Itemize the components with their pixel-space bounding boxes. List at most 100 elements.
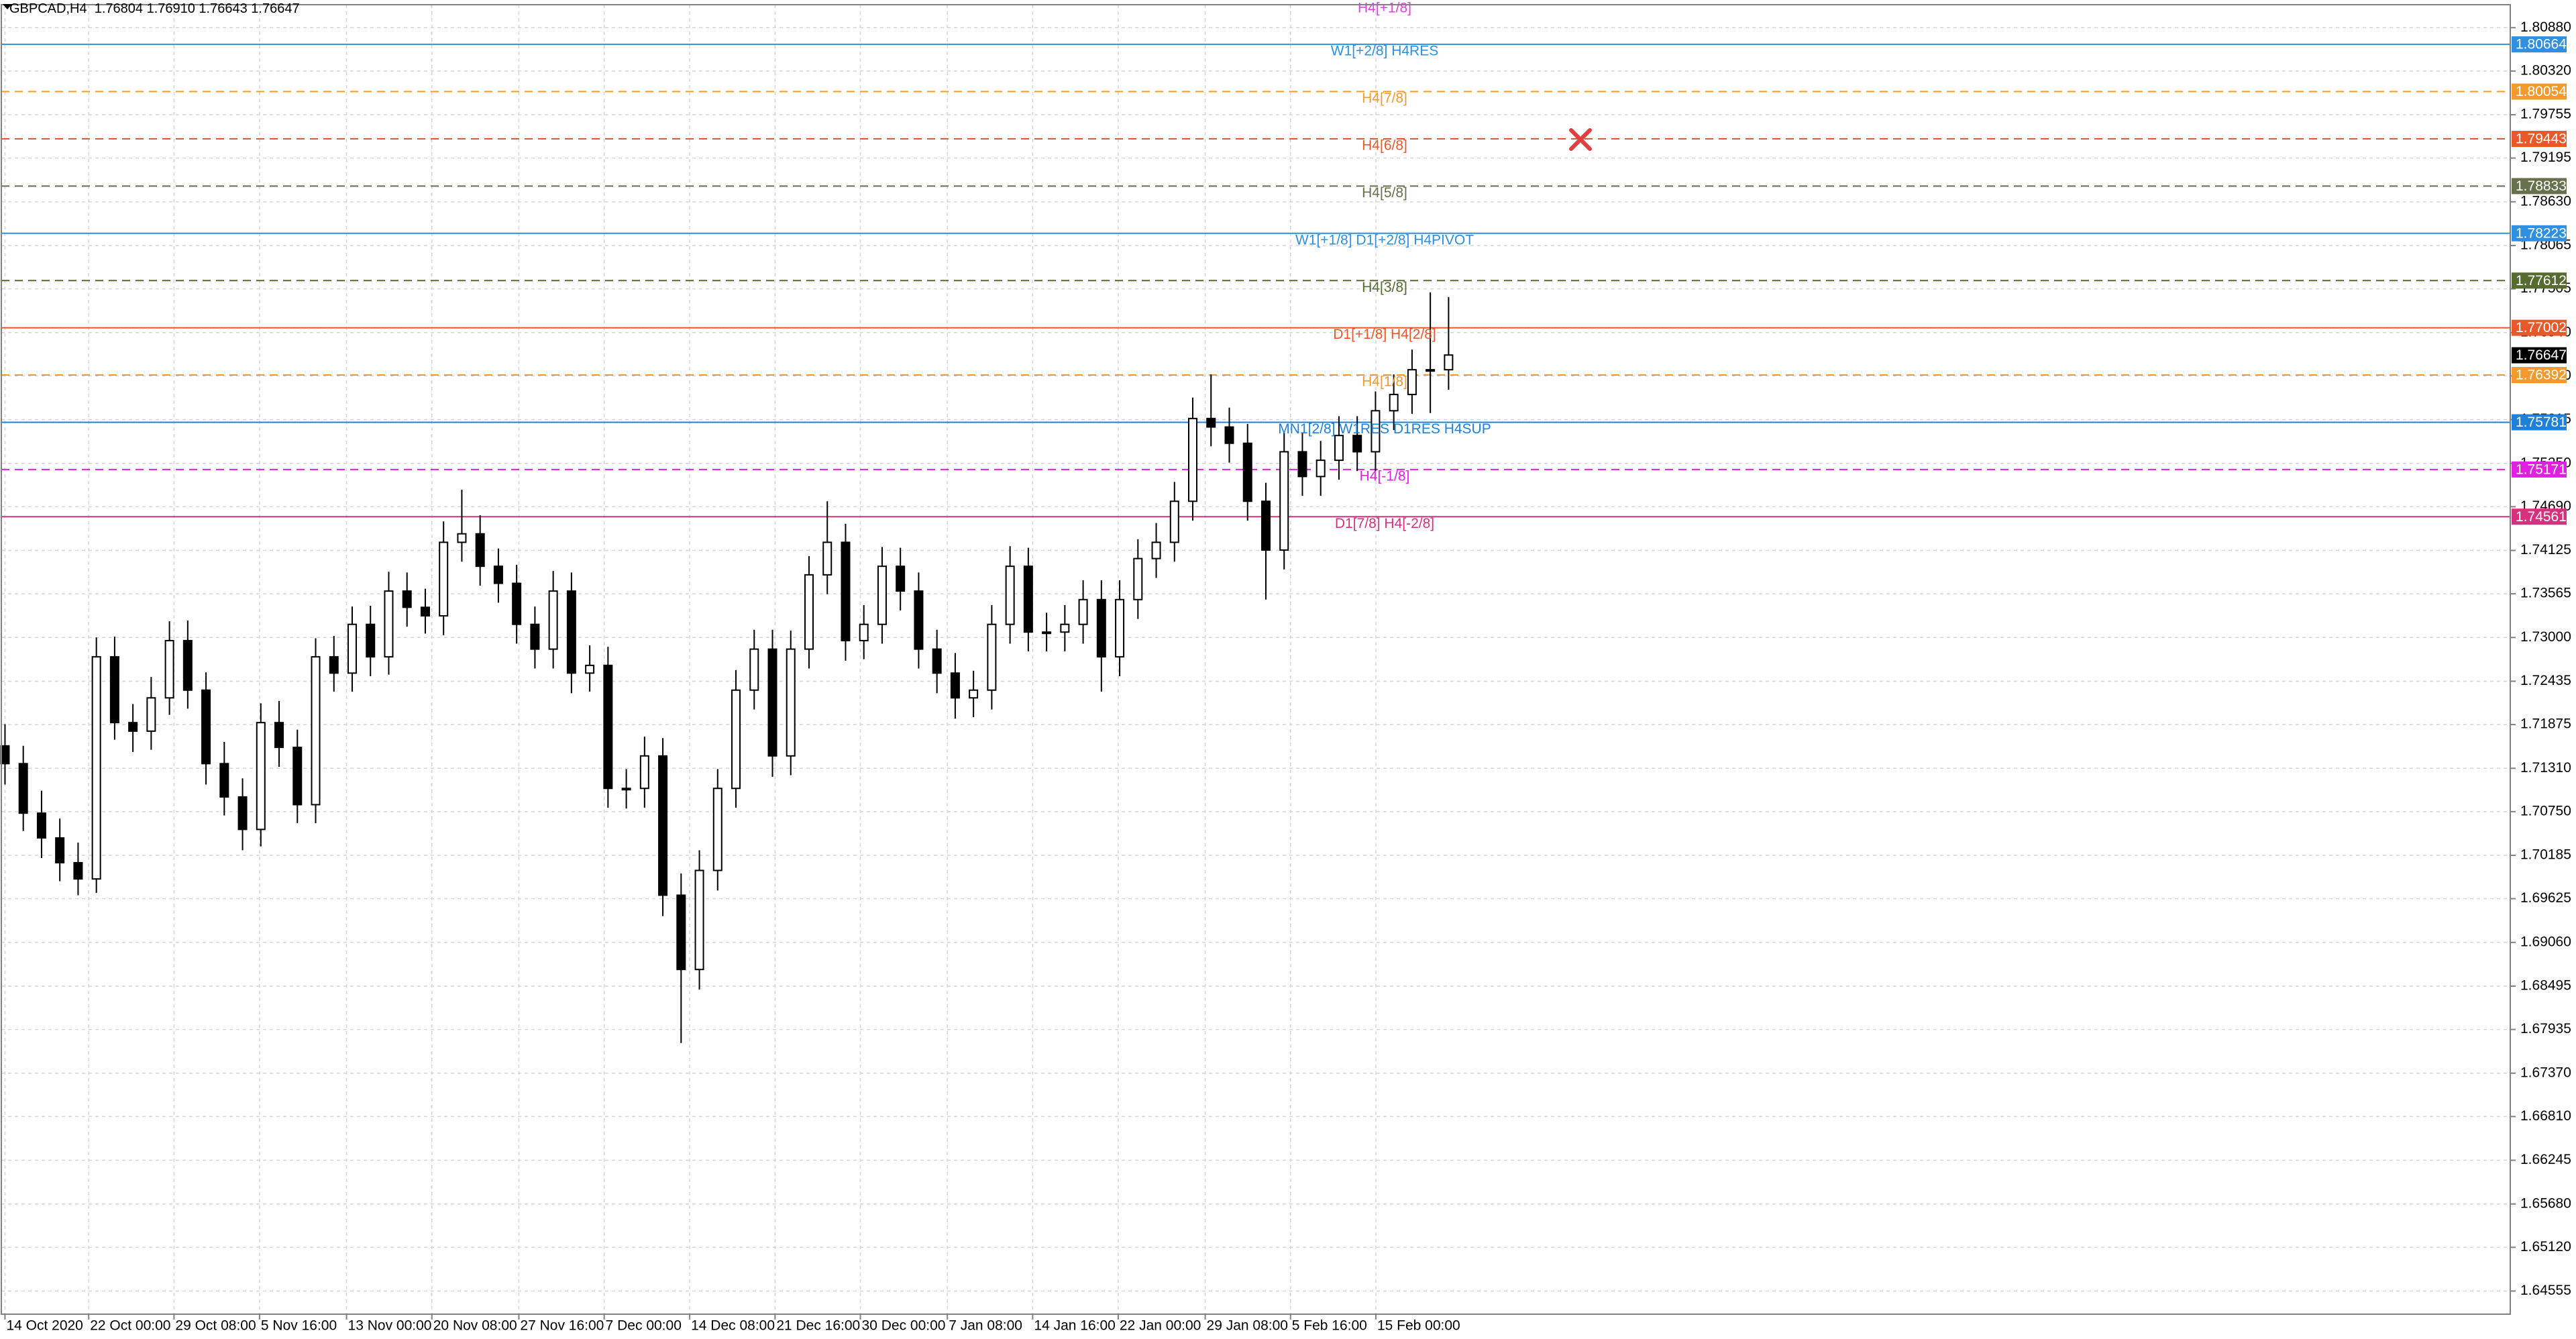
candle-body: [639, 755, 649, 790]
close-marker-stroke: [1569, 128, 1592, 151]
x-tick-label: 20 Nov 08:00: [433, 1318, 517, 1334]
candle-body: [219, 763, 229, 798]
level-label: MN1[2/8] W1RES D1RES H4SUP: [1278, 421, 1491, 437]
y-tick-label: 1.72435: [2520, 673, 2571, 688]
labels-layer: 1.808801.803201.797551.791951.786301.780…: [6, 1, 2571, 1334]
candle-body: [1115, 598, 1125, 658]
y-tick-label: 1.74125: [2520, 542, 2571, 557]
candle-body: [109, 656, 119, 724]
x-tick-label: 14 Jan 16:00: [1034, 1318, 1115, 1334]
candle-body: [311, 656, 321, 806]
candle-body: [1407, 369, 1417, 396]
candle-body: [987, 623, 997, 691]
x-tick-label: 7 Jan 08:00: [949, 1318, 1022, 1334]
candle-body: [1426, 369, 1436, 372]
candle-body: [530, 623, 540, 650]
candle-body: [804, 574, 814, 650]
level-label: D1[+1/8] H4[2/8]: [1333, 327, 1436, 342]
level-label: H4[+1/8]: [1358, 1, 1411, 16]
candle-body: [329, 656, 339, 674]
candle-body: [1224, 426, 1234, 444]
price-tag-label: 1.75171: [2516, 462, 2567, 477]
level-label: W1[+1/8] D1[+2/8] H4PIVOT: [1295, 232, 1474, 248]
candle-body: [164, 639, 174, 699]
candle-body: [256, 722, 266, 831]
candle-body: [566, 590, 576, 674]
candle-body: [548, 590, 558, 650]
candle-body: [841, 541, 851, 641]
current-price-tag: [2512, 347, 2567, 364]
candle-body: [1042, 631, 1052, 635]
candle-body: [237, 796, 248, 831]
price-tag-label: 1.80054: [2516, 84, 2567, 99]
candle-body: [201, 689, 211, 765]
x-tick-label: 13 Nov 00:00: [348, 1318, 432, 1334]
candle-body: [712, 788, 722, 871]
symbol: GBPCAD,H4: [9, 1, 87, 16]
y-tick-label: 1.73000: [2520, 629, 2571, 645]
y-tick-label: 1.73565: [2520, 586, 2571, 601]
candle-body: [420, 606, 430, 617]
price-tag: [2512, 414, 2567, 431]
candle-body: [1444, 354, 1454, 371]
candle-body: [1352, 435, 1362, 453]
candle-body: [1096, 598, 1106, 658]
x-tick-label: 30 Dec 00:00: [862, 1318, 946, 1334]
candle-body: [1005, 566, 1015, 625]
price-tag: [2512, 131, 2567, 148]
x-tick-label: 5 Nov 16:00: [261, 1318, 337, 1334]
candle-body: [1078, 598, 1088, 625]
candle-body: [767, 648, 777, 757]
price-tag: [2512, 178, 2567, 195]
level-label: H4[6/8]: [1362, 138, 1407, 154]
level-label: H4[-1/8]: [1360, 468, 1410, 484]
candle-body: [1188, 417, 1198, 502]
x-tick-label: 21 Dec 16:00: [776, 1318, 860, 1334]
candle-body: [36, 812, 46, 839]
candle-body: [950, 672, 960, 699]
candle-body: [475, 533, 485, 568]
y-tick-label: 1.80880: [2520, 19, 2571, 35]
y-tick-label: 1.68495: [2520, 978, 2571, 994]
candle-body: [55, 837, 65, 863]
level-label: H4[7/8]: [1362, 91, 1407, 106]
candle-body: [182, 639, 193, 691]
price-tag-label: 1.76392: [2516, 368, 2567, 383]
x-tick-label: 22 Jan 00:00: [1120, 1318, 1201, 1334]
y-tick-label: 1.65680: [2520, 1195, 2571, 1211]
close-marker: [1569, 128, 1592, 151]
candle-body: [932, 648, 942, 674]
candle-body: [1133, 557, 1143, 600]
candle-body: [439, 541, 449, 617]
x-tick-label: 15 Feb 00:00: [1377, 1318, 1460, 1334]
y-tick-label: 1.80320: [2520, 62, 2571, 78]
price-tag-label: 1.77612: [2516, 273, 2567, 288]
candles-layer: [0, 292, 1454, 1043]
candle-body: [146, 697, 156, 732]
price-tag: [2512, 461, 2567, 478]
price-tag-label: 1.78223: [2516, 225, 2567, 241]
candle-body: [274, 722, 284, 749]
y-tick-label: 1.67935: [2520, 1021, 2571, 1036]
price-tag: [2512, 83, 2567, 100]
y-tick-label: 1.71310: [2520, 760, 2571, 775]
x-tick-label: 22 Oct 00:00: [90, 1318, 170, 1334]
candle-body: [1389, 394, 1399, 412]
level-label: W1[+2/8] H4RES: [1331, 44, 1438, 59]
candle-body: [292, 747, 303, 806]
y-tick-label: 1.79195: [2520, 150, 2571, 165]
price-tag-label: 1.78833: [2516, 178, 2567, 194]
x-tick-label: 29 Oct 08:00: [175, 1318, 256, 1334]
candle-body: [969, 689, 979, 699]
candle-body: [694, 869, 704, 971]
levels-layer: [1, 44, 2510, 518]
current-price-label: 1.76647: [2516, 347, 2567, 363]
candle-body: [347, 623, 358, 674]
candle-body: [1023, 566, 1033, 633]
price-tag-label: 1.77002: [2516, 320, 2567, 335]
y-tick-label: 1.79755: [2520, 107, 2571, 122]
header: GBPCAD,H4 1.76804 1.76910 1.76643 1.7664…: [9, 1, 300, 17]
